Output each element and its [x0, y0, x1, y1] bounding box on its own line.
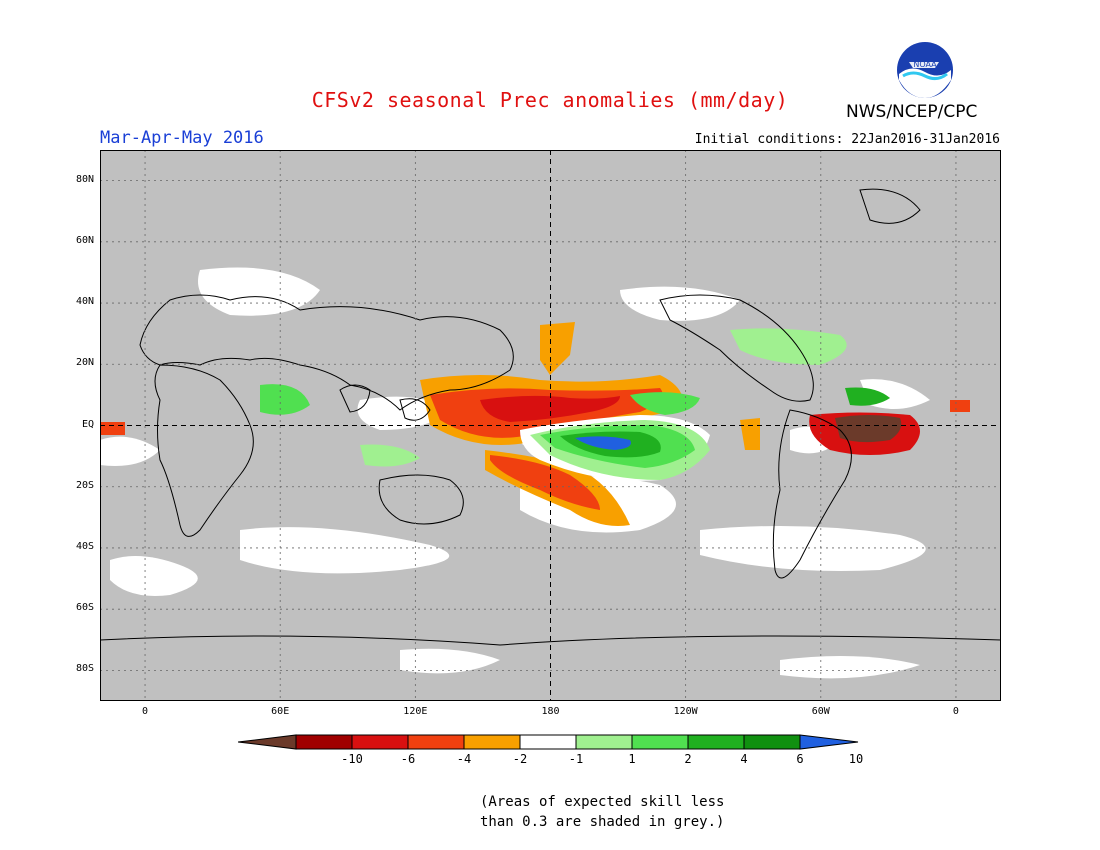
lat-tick-label: 60S	[75, 602, 94, 614]
lat-tick-label: 80N	[75, 173, 94, 185]
colorbar-tick-label: -10	[341, 752, 363, 766]
lon-tick-label: 0	[952, 706, 959, 717]
lon-tick-label: 0	[142, 706, 149, 717]
colorbar-segment	[631, 734, 689, 750]
map-frame	[100, 150, 1001, 701]
lat-tick-label: 80S	[75, 663, 94, 675]
colorbar-tick-label: 6	[796, 752, 804, 766]
initial-conditions-label: Initial conditions: 22Jan2016-31Jan2016	[694, 132, 1000, 147]
coastlines	[100, 188, 1001, 646]
lat-tick-label: 20S	[75, 479, 94, 491]
colorbar-segment	[351, 734, 409, 750]
colorbar-high-arrow	[799, 734, 859, 750]
agency-label: NWS/NCEP/CPC	[846, 102, 978, 122]
svg-text:NOAA: NOAA	[913, 60, 937, 69]
colorbar-tick-label: -1	[568, 752, 584, 766]
colorbar-segment	[743, 734, 801, 750]
colorbar-low-arrow	[238, 734, 297, 750]
lon-tick-label: 120E	[403, 706, 428, 717]
lon-tick-label: 180	[541, 706, 560, 717]
colorbar-segment	[463, 734, 521, 750]
lat-tick-label: 60N	[75, 234, 94, 246]
colorbar-segment	[575, 734, 633, 750]
colorbar-tick-label: -4	[456, 752, 472, 766]
footnote: (Areas of expected skill less than 0.3 a…	[480, 792, 724, 832]
lat-tick-label: 20N	[75, 357, 94, 369]
colorbar-segment	[519, 734, 577, 750]
lon-tick-label: 60W	[811, 706, 830, 717]
lat-tick-label: 40S	[75, 540, 94, 552]
noaa-logo: NOAA	[895, 40, 955, 104]
world-map	[100, 150, 1001, 701]
lat-tick-label: EQ	[81, 418, 94, 430]
colorbar-tick-label: -6	[400, 752, 416, 766]
colorbar	[238, 734, 859, 750]
lon-tick-label: 60E	[271, 706, 290, 717]
colorbar-tick-label: -2	[512, 752, 528, 766]
lon-tick-label: 120W	[673, 706, 698, 717]
anomaly-shapes	[100, 322, 970, 526]
season-label: Mar-Apr-May 2016	[100, 128, 264, 148]
colorbar-segment	[687, 734, 745, 750]
colorbar-tick-label: 1	[628, 752, 636, 766]
chart-title: CFSv2 seasonal Prec anomalies (mm/day)	[311, 88, 789, 112]
colorbar-segment	[407, 734, 465, 750]
reference-lines	[100, 150, 1001, 701]
colorbar-tick-label: 10	[848, 752, 864, 766]
colorbar-tick-label: 2	[684, 752, 692, 766]
footnote-line-1: (Areas of expected skill less	[480, 794, 725, 810]
lat-tick-label: 40N	[75, 296, 94, 308]
colorbar-tick-label: 4	[740, 752, 748, 766]
footnote-line-2: than 0.3 are shaded in grey.)	[480, 814, 725, 830]
colorbar-segment	[295, 734, 353, 750]
